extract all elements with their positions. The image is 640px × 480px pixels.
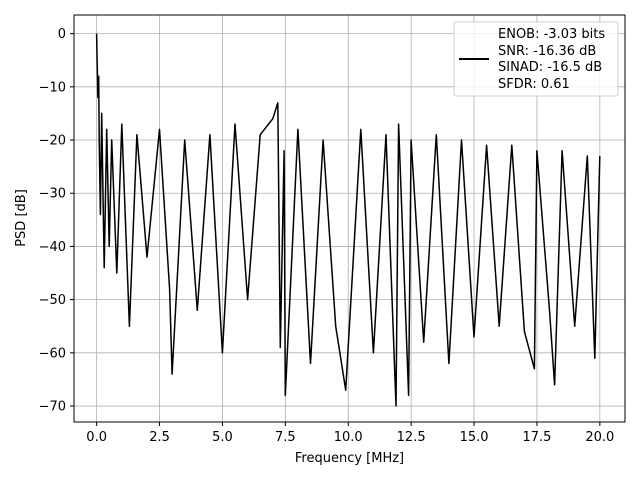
y-axis-title: PSD [dB] <box>14 189 29 247</box>
legend-line-sinad: SINAD: -16.5 dB <box>498 60 602 75</box>
legend: ENOB: -3.03 bits SNR: -16.36 dB SINAD: -… <box>453 21 619 97</box>
x-axis-title: Frequency [MHz] <box>295 451 404 466</box>
y-tick-label: −50 <box>39 293 66 308</box>
x-tick-label: 15.0 <box>460 430 489 445</box>
psd-trace-group <box>95 33 601 407</box>
legend-box <box>453 21 619 97</box>
x-tick-label: 0.0 <box>86 430 107 445</box>
y-tick-label: −40 <box>39 240 66 255</box>
x-tick-label: 12.5 <box>397 430 426 445</box>
psd-series-line <box>95 33 601 407</box>
y-tick-label: −30 <box>39 187 66 202</box>
y-axis-ticks: 0 −10 −20 −30 −40 −50 −60 −70 <box>39 27 74 415</box>
y-tick-label: −70 <box>39 400 66 415</box>
x-tick-label: 17.5 <box>522 430 551 445</box>
y-tick-label: 0 <box>58 27 66 42</box>
plot-frame <box>73 14 626 423</box>
x-tick-label: 10.0 <box>334 430 363 445</box>
legend-line-sfdr: SFDR: 0.61 <box>498 77 570 92</box>
legend-line-enob: ENOB: -3.03 bits <box>498 27 605 42</box>
x-tick-label: 5.0 <box>212 430 233 445</box>
x-tick-label: 20.0 <box>585 430 614 445</box>
x-axis-ticks: 0.0 2.5 5.0 7.5 10.0 12.5 15.0 17.5 20.0 <box>86 422 614 445</box>
x-tick-label: 2.5 <box>149 430 170 445</box>
x-tick-label: 7.5 <box>275 430 296 445</box>
y-tick-label: −10 <box>39 80 66 95</box>
y-tick-label: −60 <box>39 346 66 361</box>
legend-line-snr: SNR: -16.36 dB <box>498 44 596 59</box>
y-tick-label: −20 <box>39 134 66 149</box>
